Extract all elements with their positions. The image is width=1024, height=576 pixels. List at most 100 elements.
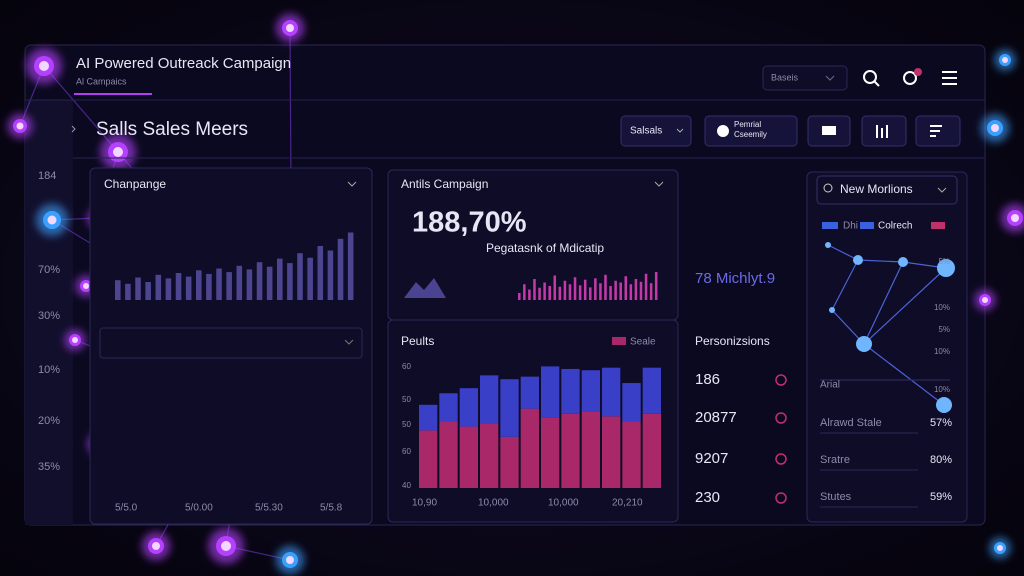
bar	[185, 276, 192, 300]
bar	[175, 273, 182, 300]
bar	[634, 279, 638, 300]
bar-segment	[541, 417, 560, 488]
bar	[196, 270, 202, 300]
metric-value: 9207	[695, 450, 728, 467]
metric-icon	[775, 492, 787, 504]
kpi-caption: Pegatasnk of Mdicatip	[486, 241, 604, 255]
bar-segment	[642, 413, 661, 488]
bar-segment	[419, 430, 438, 488]
chat-icon	[822, 126, 836, 135]
stat-value: 59%	[930, 491, 952, 503]
bar	[589, 287, 592, 300]
node-core	[1011, 214, 1019, 222]
bar-segment	[459, 426, 478, 488]
list-icon	[930, 125, 942, 137]
filter-button[interactable]	[620, 115, 692, 147]
chevron[interactable]	[347, 181, 357, 187]
bar	[115, 280, 121, 300]
legend-label: Seale	[630, 337, 656, 348]
metric-value: 20877	[695, 409, 737, 426]
select-box[interactable]	[99, 327, 363, 359]
metric-icon	[775, 374, 787, 386]
campaign-button[interactable]	[704, 115, 798, 147]
bar	[155, 274, 162, 300]
campaign-bars	[115, 232, 354, 300]
campaign-label: Cseemily	[734, 130, 767, 139]
bar	[327, 250, 334, 300]
bar	[563, 280, 567, 300]
bar	[337, 238, 344, 300]
bar	[614, 280, 617, 300]
bar	[594, 278, 597, 300]
bar	[206, 273, 212, 300]
side-axis-label: 10%	[38, 364, 60, 376]
node-core	[991, 124, 999, 132]
stat-value: 57%	[930, 417, 952, 429]
bar	[518, 293, 521, 300]
x-tick-label: 20,210	[612, 498, 643, 509]
mentions-nodes	[825, 242, 955, 413]
bar	[165, 278, 172, 300]
bar	[644, 273, 648, 300]
y-tick-label: 50	[402, 395, 411, 404]
search-icon[interactable]	[863, 70, 880, 87]
node-core	[83, 283, 89, 289]
x-tick-label: 5/5.0	[115, 503, 138, 514]
mini-area	[404, 278, 460, 298]
bar	[347, 232, 354, 300]
bar	[287, 263, 293, 300]
x-tick-label: 10,000	[478, 498, 509, 509]
bar	[523, 284, 526, 300]
mentions-panel	[806, 171, 968, 523]
y-tick-label: 60	[402, 362, 411, 371]
legend-label: Colrech	[878, 221, 912, 232]
stat-value: 80%	[930, 454, 952, 466]
bar-segment	[480, 424, 499, 488]
bar-segment	[439, 393, 458, 422]
bar-segment	[541, 366, 560, 418]
bar	[216, 268, 222, 300]
bar	[639, 281, 643, 300]
chart-button[interactable]	[861, 115, 907, 147]
bar-segment	[561, 368, 580, 414]
bar	[543, 282, 546, 300]
node-core	[982, 297, 988, 303]
node-core	[72, 337, 78, 343]
bar	[533, 279, 536, 300]
filter-label: Salsals	[630, 126, 662, 137]
bar	[226, 272, 232, 300]
bar-segment	[439, 421, 458, 488]
app-subtitle: Al Campaics	[76, 76, 127, 86]
panel-title: Peults	[401, 334, 434, 348]
menu-icon[interactable]	[942, 71, 957, 85]
collapse-arrow[interactable]	[71, 125, 76, 133]
panel-title: Personizsions	[695, 334, 770, 348]
node-core	[286, 24, 294, 32]
notification-icon[interactable]	[903, 68, 922, 85]
side-axis-label: 30%	[38, 310, 60, 322]
bar-segment	[500, 436, 519, 488]
bar-segment	[419, 404, 438, 431]
bar-segment	[520, 408, 539, 488]
bar	[654, 272, 658, 300]
chevron	[344, 339, 354, 345]
bar	[145, 282, 151, 300]
campaign-x-labels: 5/5.0 5/0.00 5/5.30 5/5.8	[115, 503, 343, 514]
dropdown[interactable]	[762, 65, 848, 91]
bar	[604, 274, 607, 300]
side-rail	[25, 100, 73, 525]
legend-label: Dhi	[843, 221, 858, 232]
mentions-stats: 5% 10% 5% 10% 10% Arial Alrawd Stale 57% Sratre 8…	[820, 257, 952, 508]
bar-segment	[622, 421, 641, 488]
axis-label: 10%	[934, 347, 950, 356]
search-box[interactable]	[816, 175, 958, 205]
side-axis-label: 35%	[38, 461, 60, 473]
chevron	[676, 128, 684, 133]
chevron[interactable]	[654, 181, 664, 187]
bar	[548, 286, 551, 300]
axis-label: 10%	[934, 303, 950, 312]
campaign-panel	[89, 167, 373, 525]
node-core	[221, 541, 231, 551]
stat-label: Alrawd Stale	[820, 417, 882, 429]
bar	[649, 283, 653, 300]
